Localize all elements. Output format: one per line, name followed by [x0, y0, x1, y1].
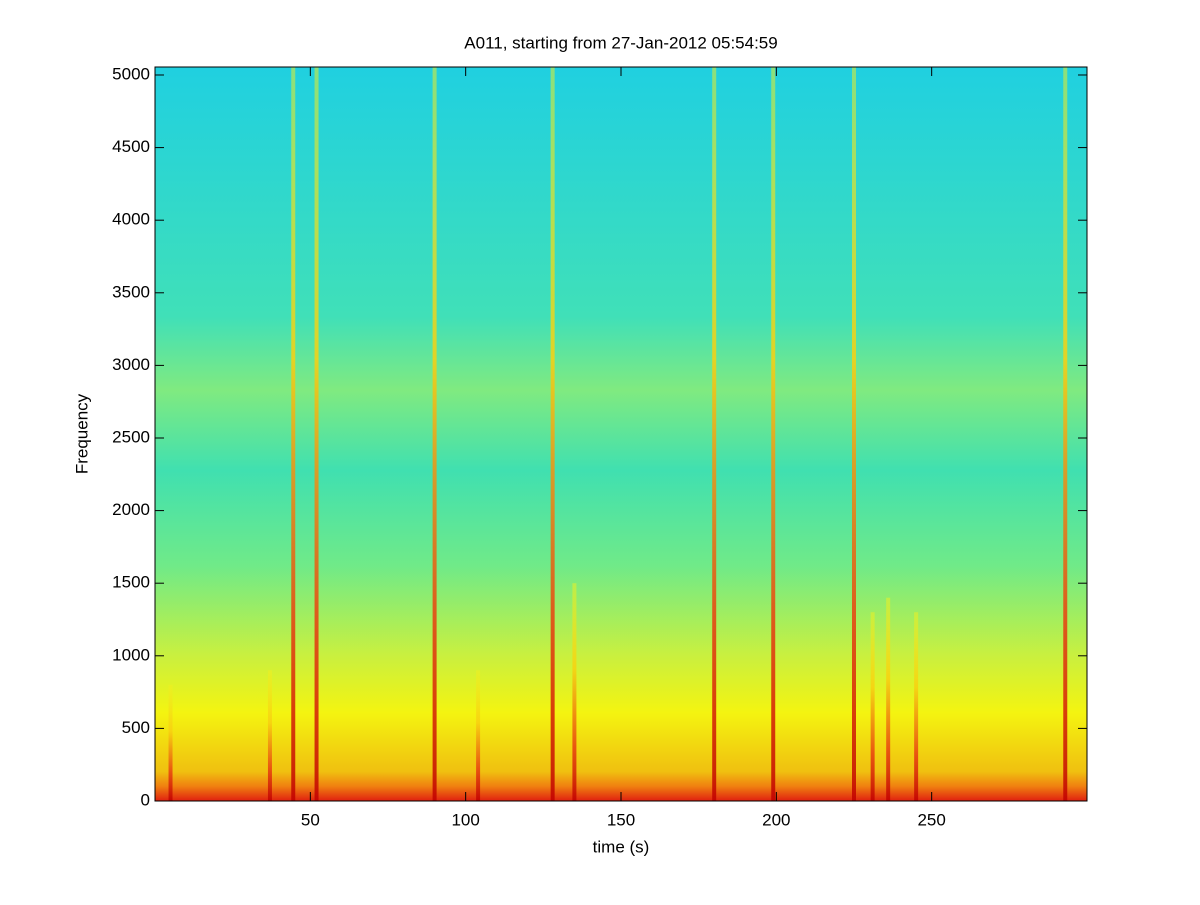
energy-streak — [168, 684, 173, 801]
energy-streak — [267, 670, 272, 801]
energy-streak — [852, 67, 856, 801]
energy-streak — [432, 67, 437, 801]
energy-streak — [572, 583, 577, 801]
x-tick-label: 100 — [451, 810, 479, 829]
y-tick-label: 3000 — [112, 355, 150, 374]
chart-title: A011, starting from 27-Jan-2012 05:54:59 — [464, 33, 777, 52]
y-tick-label: 4000 — [112, 210, 150, 229]
y-tick-label: 0 — [141, 790, 150, 809]
x-tick-label: 50 — [301, 810, 320, 829]
y-tick-label: 1000 — [112, 645, 150, 664]
y-tick-label: 2000 — [112, 500, 150, 519]
energy-streak — [712, 67, 717, 801]
energy-streak — [914, 612, 919, 801]
energy-streak — [1063, 67, 1068, 801]
y-tick-label: 1500 — [112, 573, 150, 592]
energy-streak — [314, 67, 319, 801]
energy-streak — [550, 67, 555, 801]
x-tick-label: 250 — [917, 810, 945, 829]
y-tick-label: 2500 — [112, 427, 150, 446]
y-tick-label: 4500 — [112, 137, 150, 156]
energy-streak — [771, 67, 776, 801]
energy-streak — [886, 597, 891, 801]
energy-streak — [291, 67, 296, 801]
energy-streak — [870, 612, 875, 801]
y-tick-label: 5000 — [112, 64, 150, 83]
spectrogram-background — [155, 67, 1087, 801]
y-tick-label: 500 — [122, 718, 150, 737]
y-axis-label: Frequency — [72, 393, 91, 474]
x-axis-label: time (s) — [593, 837, 650, 856]
x-tick-label: 200 — [762, 810, 790, 829]
y-tick-label: 3500 — [112, 282, 150, 301]
energy-streak — [476, 670, 481, 801]
x-tick-label: 150 — [607, 810, 635, 829]
